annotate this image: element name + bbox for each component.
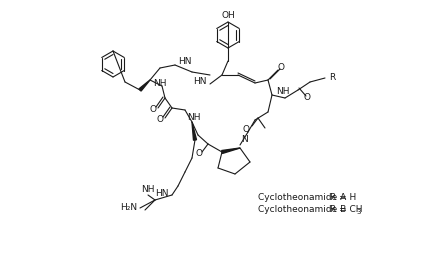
Text: O: O: [149, 106, 156, 115]
Text: NH: NH: [141, 186, 155, 195]
Text: N: N: [242, 135, 248, 144]
Text: NH: NH: [276, 87, 289, 97]
Text: R = CH: R = CH: [330, 205, 363, 214]
Text: HN: HN: [194, 78, 207, 87]
Text: O: O: [195, 149, 202, 158]
Text: R = H: R = H: [330, 194, 356, 202]
Text: Cyclotheonamide B: Cyclotheonamide B: [258, 205, 346, 214]
Text: R: R: [329, 73, 335, 82]
Text: HN: HN: [155, 190, 169, 199]
Text: OH: OH: [221, 12, 235, 21]
Text: H₂N: H₂N: [120, 202, 137, 211]
Text: HN: HN: [178, 58, 192, 67]
Polygon shape: [139, 80, 150, 91]
Text: Cyclotheonamide A: Cyclotheonamide A: [258, 194, 346, 202]
Text: NH: NH: [187, 114, 201, 122]
Polygon shape: [222, 148, 240, 153]
Text: O: O: [277, 63, 284, 72]
Text: O: O: [243, 125, 250, 134]
Text: O: O: [156, 116, 163, 125]
Text: NH: NH: [153, 78, 167, 87]
Polygon shape: [192, 122, 197, 140]
Text: 3: 3: [356, 209, 361, 215]
Text: O: O: [304, 92, 311, 101]
